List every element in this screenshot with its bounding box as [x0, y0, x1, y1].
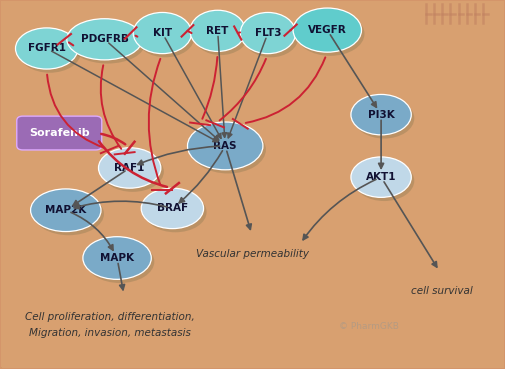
- Text: FLT3: FLT3: [255, 28, 281, 38]
- Ellipse shape: [141, 188, 204, 229]
- Ellipse shape: [98, 148, 161, 188]
- Ellipse shape: [351, 94, 411, 135]
- Ellipse shape: [102, 151, 164, 192]
- Ellipse shape: [31, 189, 101, 232]
- Ellipse shape: [144, 192, 207, 232]
- Ellipse shape: [83, 237, 152, 279]
- Ellipse shape: [16, 28, 78, 69]
- Text: RAS: RAS: [214, 141, 237, 151]
- Ellipse shape: [67, 19, 142, 60]
- Ellipse shape: [190, 126, 266, 173]
- Ellipse shape: [296, 12, 365, 56]
- Text: © PharmGKB: © PharmGKB: [338, 321, 398, 331]
- Text: MAPK: MAPK: [100, 253, 134, 263]
- Text: PDGFRB: PDGFRB: [81, 34, 128, 44]
- Text: BRAF: BRAF: [157, 203, 188, 213]
- Ellipse shape: [293, 8, 362, 52]
- Text: Vascular permeability: Vascular permeability: [196, 249, 310, 259]
- Ellipse shape: [136, 16, 194, 57]
- Ellipse shape: [86, 240, 155, 283]
- Text: RAF1: RAF1: [115, 163, 145, 173]
- Text: cell survival: cell survival: [411, 286, 472, 296]
- Ellipse shape: [354, 98, 414, 138]
- Ellipse shape: [190, 10, 245, 51]
- Text: KIT: KIT: [153, 28, 172, 38]
- Text: Migration, invasion, metastasis: Migration, invasion, metastasis: [29, 328, 190, 338]
- Text: AKT1: AKT1: [366, 172, 396, 182]
- Ellipse shape: [19, 32, 81, 73]
- Ellipse shape: [243, 16, 298, 57]
- Ellipse shape: [70, 23, 145, 63]
- FancyBboxPatch shape: [17, 116, 102, 150]
- Ellipse shape: [240, 13, 295, 54]
- Text: PI3K: PI3K: [368, 110, 394, 120]
- Ellipse shape: [193, 14, 248, 55]
- Text: FGFR1: FGFR1: [28, 44, 66, 54]
- Text: Cell proliferation, differentiation,: Cell proliferation, differentiation,: [25, 312, 194, 322]
- Ellipse shape: [351, 157, 411, 197]
- Ellipse shape: [354, 161, 414, 201]
- Text: VEGFR: VEGFR: [308, 25, 346, 35]
- Ellipse shape: [187, 122, 263, 170]
- Text: Sorafenib: Sorafenib: [29, 128, 89, 138]
- Text: RET: RET: [207, 26, 229, 36]
- Ellipse shape: [34, 193, 104, 235]
- Ellipse shape: [133, 13, 191, 54]
- Text: MAP2K: MAP2K: [45, 205, 86, 215]
